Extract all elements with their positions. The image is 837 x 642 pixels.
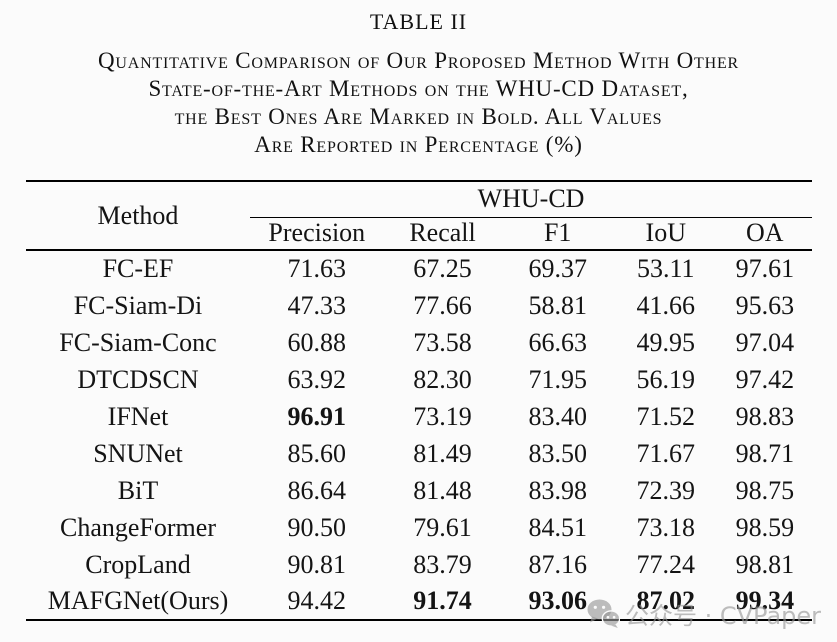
value-cell: 81.48 [413,475,472,505]
method-cell: MAFGNet(Ours) [26,583,250,621]
column-header-precision: Precision [250,217,384,251]
value-cell: 93.06 [501,583,614,621]
caption-line-4: Are Reported in Percentage (%) [254,132,583,157]
value-cell: 98.59 [735,512,795,542]
method-cell: FC-EF [102,254,174,283]
value-cell: 97.04 [735,327,795,357]
value-cell: 98.83 [735,401,795,431]
value-cell: 47.33 [287,290,347,320]
value-cell: 63.92 [287,364,347,394]
value-cell: 49.95 [636,327,696,357]
value-cell: 83.40 [528,401,587,431]
value-cell: 98.75 [735,475,795,505]
value-cell: 82.30 [413,364,472,394]
value-cell: 77.66 [413,290,472,320]
method-cell: SNUNet [93,438,183,468]
caption-line-2: State-of-the-Art Methods on the WHU-CD D… [148,76,689,101]
value-cell: 87.02 [613,583,718,621]
value-cell: 90.81 [287,549,347,579]
value-cell: 73.19 [413,401,472,431]
column-header-oa: OA [717,217,812,251]
value-cell: 94.42 [250,583,384,621]
value-cell: 87.16 [528,549,587,579]
value-cell: 67.25 [413,254,472,283]
column-header-recall: Recall [383,217,502,251]
column-group-header-whu-cd: WHU-CD [250,181,812,218]
value-cell: 91.74 [383,583,502,621]
value-cell: 95.63 [735,290,795,320]
method-cell: DTCDSCN [77,364,199,394]
table-row: SNUNet 85.60 81.49 83.50 71.67 98.71 [26,435,812,472]
table-row: BiT 86.64 81.48 83.98 72.39 98.75 [26,472,812,509]
method-cell: ChangeFormer [60,512,216,542]
caption-line-1: Quantitative Comparison of Our Proposed … [97,48,740,73]
value-cell: 98.71 [735,438,795,468]
column-header-f1: F1 [501,217,614,251]
value-cell: 73.58 [413,327,472,357]
value-cell: 72.39 [636,475,696,505]
value-cell: 99.34 [717,583,812,621]
method-cell: IFNet [107,401,169,431]
value-cell: 71.67 [636,438,696,468]
table-row: DTCDSCN 63.92 82.30 71.95 56.19 97.42 [26,361,812,398]
method-cell: BiT [117,475,159,505]
value-cell: 77.24 [636,549,696,579]
value-cell: 69.37 [528,254,587,283]
value-cell: 83.98 [528,475,587,505]
column-header-method: Method [26,181,250,251]
table-row: CropLand 90.81 83.79 87.16 77.24 98.81 [26,546,812,583]
value-cell: 97.61 [735,254,795,283]
value-cell: 41.66 [636,290,696,320]
value-cell: 56.19 [636,364,696,394]
value-cell: 60.88 [287,327,347,357]
value-cell: 85.60 [287,438,347,468]
table-row: ChangeFormer 90.50 79.61 84.51 73.18 98.59 [26,509,812,546]
value-cell: 90.50 [287,512,347,542]
value-cell: 66.63 [528,327,587,357]
table-caption: Quantitative Comparison of Our Proposed … [0,47,837,159]
value-cell: 83.50 [528,438,587,468]
value-cell: 58.81 [528,290,587,320]
value-cell: 84.51 [528,512,587,542]
value-cell: 79.61 [413,512,472,542]
table-row: FC-Siam-Conc 60.88 73.58 66.63 49.95 97.04 [26,324,812,361]
value-cell: 71.63 [287,254,347,283]
table-row: MAFGNet(Ours) 94.42 91.74 93.06 87.02 99.34 [26,583,812,621]
method-cell: CropLand [85,549,191,579]
column-header-iou: IoU [613,217,718,251]
value-cell: 97.42 [735,364,795,394]
value-cell: 83.79 [413,549,472,579]
table-row: IFNet 96.91 73.19 83.40 71.52 98.83 [26,398,812,435]
value-cell: 81.49 [413,438,472,468]
value-cell: 86.64 [287,475,347,505]
table-row: FC-EF 71.63 67.25 69.37 53.11 97.61 [26,250,812,287]
results-table: Method WHU-CD Precision Recall F1 IoU OA FC-… [26,180,812,621]
value-cell: 71.52 [636,401,696,431]
value-cell: 98.81 [735,549,795,579]
value-cell: 53.11 [636,254,695,283]
method-cell: FC-Siam-Di [73,290,203,320]
value-cell: 71.95 [528,364,587,394]
table-row: FC-Siam-Di 47.33 77.66 58.81 41.66 95.63 [26,287,812,324]
table-title: TABLE II [369,9,468,34]
value-cell: 96.91 [287,401,347,431]
caption-line-3: the Best Ones Are Marked in Bold. All Va… [174,104,663,129]
value-cell: 73.18 [636,512,696,542]
method-cell: FC-Siam-Conc [59,327,217,357]
